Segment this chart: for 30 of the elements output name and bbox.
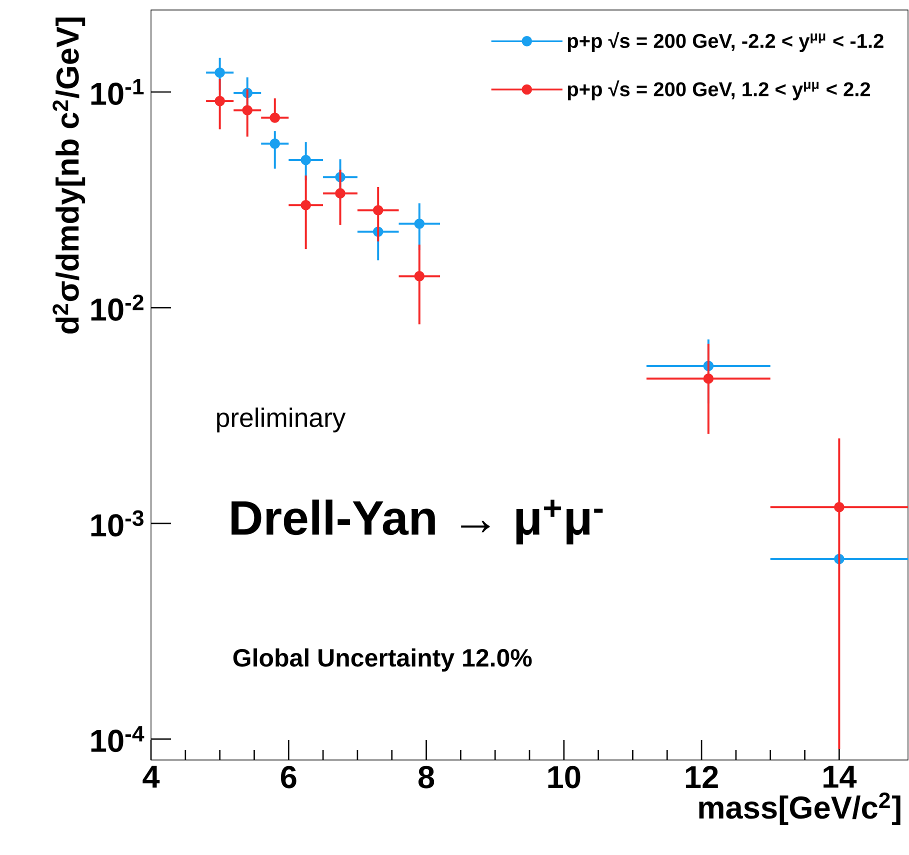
point — [270, 138, 280, 149]
x-tick-label: 10 — [548, 766, 580, 788]
x-tick-label: 12 — [686, 766, 718, 788]
point — [834, 502, 844, 512]
x-tick-label: 8 — [418, 766, 434, 788]
point — [335, 188, 346, 199]
point — [214, 96, 225, 106]
legend-label: p+p √s = 200 GeV, -2.2 < y$^{μμ}$ < -1.2 — [568, 32, 884, 52]
point — [270, 112, 280, 123]
point — [414, 271, 425, 282]
legend-label: p+p √s = 200 GeV, 1.2 < y$^{μμ}$ < 2.2 — [568, 80, 870, 100]
annotation: Drell-Yan → μ$^{+}$μ$^{-}$ — [232, 500, 603, 544]
point — [372, 205, 384, 216]
point — [242, 105, 253, 116]
y-tick-label: 10$^{-4}$ — [91, 726, 144, 752]
y-tick-label: 10$^{-3}$ — [91, 510, 144, 537]
y-tick-label: 10$^{-1}$ — [91, 79, 144, 106]
point — [300, 200, 312, 210]
annotation: preliminary — [217, 408, 346, 432]
x-tick-label: 4 — [142, 766, 160, 788]
point — [214, 67, 225, 78]
y-tick-label: 10$^{-2}$ — [91, 294, 144, 321]
x-tick-label: 6 — [280, 766, 296, 788]
y-axis-title: d$^{2}$σ/dmdy[nb c$^{2}$/GeV] — [52, 18, 86, 334]
point — [703, 373, 714, 384]
x-axis-title: mass[GeV/c$^{2}$] — [699, 792, 900, 826]
point — [300, 154, 312, 166]
x-tick-label: 14 — [824, 766, 857, 788]
annotation: Global Uncertainty 12.0% — [233, 648, 532, 672]
point — [414, 218, 425, 229]
